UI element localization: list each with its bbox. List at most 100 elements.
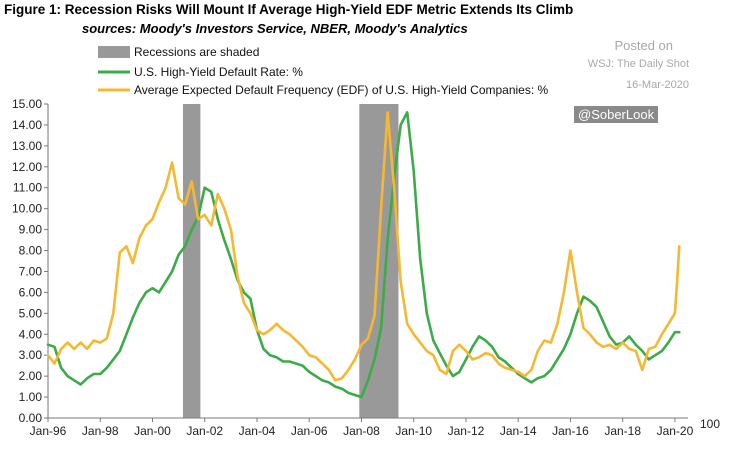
data-point-default-rate — [445, 364, 448, 367]
data-point-default-rate — [569, 333, 572, 336]
data-point-default-rate — [334, 385, 337, 388]
data-point-edf — [491, 354, 493, 357]
data-point-edf — [412, 333, 415, 336]
data-point-edf — [230, 228, 232, 231]
data-point-default-rate — [295, 362, 298, 365]
data-point-default-rate — [145, 291, 147, 294]
data-point-default-rate — [608, 335, 611, 338]
data-point-default-rate — [308, 371, 311, 373]
data-point-edf — [576, 291, 578, 294]
data-point-default-rate — [92, 373, 95, 375]
data-point-edf — [118, 251, 121, 254]
x-tick-label: Jan-16 — [552, 424, 589, 438]
data-point-default-rate — [634, 343, 637, 346]
data-point-default-rate — [465, 358, 467, 361]
data-point-edf — [654, 345, 657, 348]
data-point-default-rate — [99, 373, 102, 375]
data-point-default-rate — [360, 396, 363, 398]
data-point-default-rate — [249, 297, 252, 300]
y-tick-label: 2.00 — [19, 369, 43, 383]
data-point-default-rate — [661, 350, 663, 352]
y-tick-label: 8.00 — [19, 244, 43, 258]
data-point-edf — [321, 362, 324, 365]
data-point-edf — [484, 352, 487, 354]
data-point-edf — [145, 224, 147, 227]
x-tick-label: Jan-10 — [395, 424, 432, 438]
data-point-edf — [334, 379, 337, 382]
data-point-default-rate — [556, 358, 559, 361]
data-point-edf — [647, 348, 650, 350]
y-tick-label: 14.00 — [12, 118, 42, 132]
data-point-edf — [399, 281, 402, 283]
data-point-edf — [197, 218, 200, 221]
data-point-default-rate — [530, 381, 533, 384]
data-point-edf — [445, 373, 448, 375]
data-point-edf — [641, 369, 644, 371]
data-point-default-rate — [47, 343, 49, 346]
data-point-edf — [517, 371, 520, 373]
data-point-edf — [190, 180, 193, 183]
data-point-default-rate — [243, 291, 245, 294]
data-point-edf — [380, 207, 382, 210]
data-point-edf — [60, 348, 62, 350]
data-point-edf — [243, 302, 245, 304]
data-point-edf — [308, 354, 311, 357]
y-tick-label: 9.00 — [19, 223, 43, 237]
y-tick-label: 1.00 — [19, 390, 43, 404]
data-point-default-rate — [210, 191, 213, 193]
data-point-edf — [354, 358, 356, 361]
data-point-default-rate — [73, 379, 75, 382]
axis-stray-label: 100 — [700, 417, 720, 431]
chart-title: Figure 1: Recession Risks Will Mount If … — [4, 2, 574, 17]
watermark-date: 16-Mar-2020 — [626, 79, 689, 91]
x-tick-label: Jan-98 — [82, 424, 119, 438]
data-point-default-rate — [471, 345, 474, 348]
data-point-edf — [164, 186, 167, 189]
x-tick-label: Jan-18 — [604, 424, 641, 438]
data-point-default-rate — [105, 366, 108, 369]
data-point-edf — [301, 345, 304, 348]
data-point-default-rate — [615, 343, 618, 346]
data-point-edf — [360, 343, 363, 346]
data-point-edf — [458, 343, 461, 346]
data-point-default-rate — [674, 331, 676, 334]
data-point-edf — [550, 341, 552, 344]
data-point-edf — [288, 333, 291, 336]
data-point-edf — [478, 356, 480, 359]
data-point-default-rate — [543, 375, 546, 377]
y-tick-label: 0.00 — [19, 411, 43, 425]
data-point-default-rate — [386, 239, 389, 242]
data-point-edf — [536, 350, 539, 352]
y-tick-label: 12.00 — [12, 160, 42, 174]
data-point-default-rate — [53, 345, 56, 348]
data-point-default-rate — [230, 258, 232, 260]
data-point-default-rate — [425, 312, 428, 315]
data-point-edf — [171, 161, 174, 164]
data-point-default-rate — [216, 218, 219, 221]
data-point-edf — [269, 329, 271, 331]
data-point-edf — [275, 322, 278, 325]
data-point-default-rate — [510, 366, 513, 369]
x-tick-label: Jan-08 — [343, 424, 380, 438]
legend-swatch-recession — [98, 46, 130, 58]
data-point-edf — [452, 350, 454, 352]
data-point-edf — [373, 314, 376, 317]
data-point-default-rate — [184, 245, 187, 248]
data-point-edf — [112, 312, 115, 315]
data-point-default-rate — [347, 392, 350, 394]
data-point-edf — [523, 375, 526, 377]
data-point-edf — [563, 291, 565, 294]
data-point-default-rate — [66, 375, 69, 377]
data-point-default-rate — [203, 186, 206, 189]
data-point-default-rate — [458, 371, 461, 373]
data-point-default-rate — [452, 375, 454, 377]
chart-subtitle: sources: Moody's Investors Service, NBER… — [82, 21, 468, 36]
y-tick-label: 4.00 — [19, 327, 43, 341]
data-point-edf — [105, 337, 108, 340]
data-point-default-rate — [282, 360, 284, 363]
data-point-edf — [79, 341, 82, 344]
data-point-default-rate — [158, 291, 160, 294]
data-point-edf — [367, 337, 369, 340]
data-point-edf — [406, 322, 409, 325]
